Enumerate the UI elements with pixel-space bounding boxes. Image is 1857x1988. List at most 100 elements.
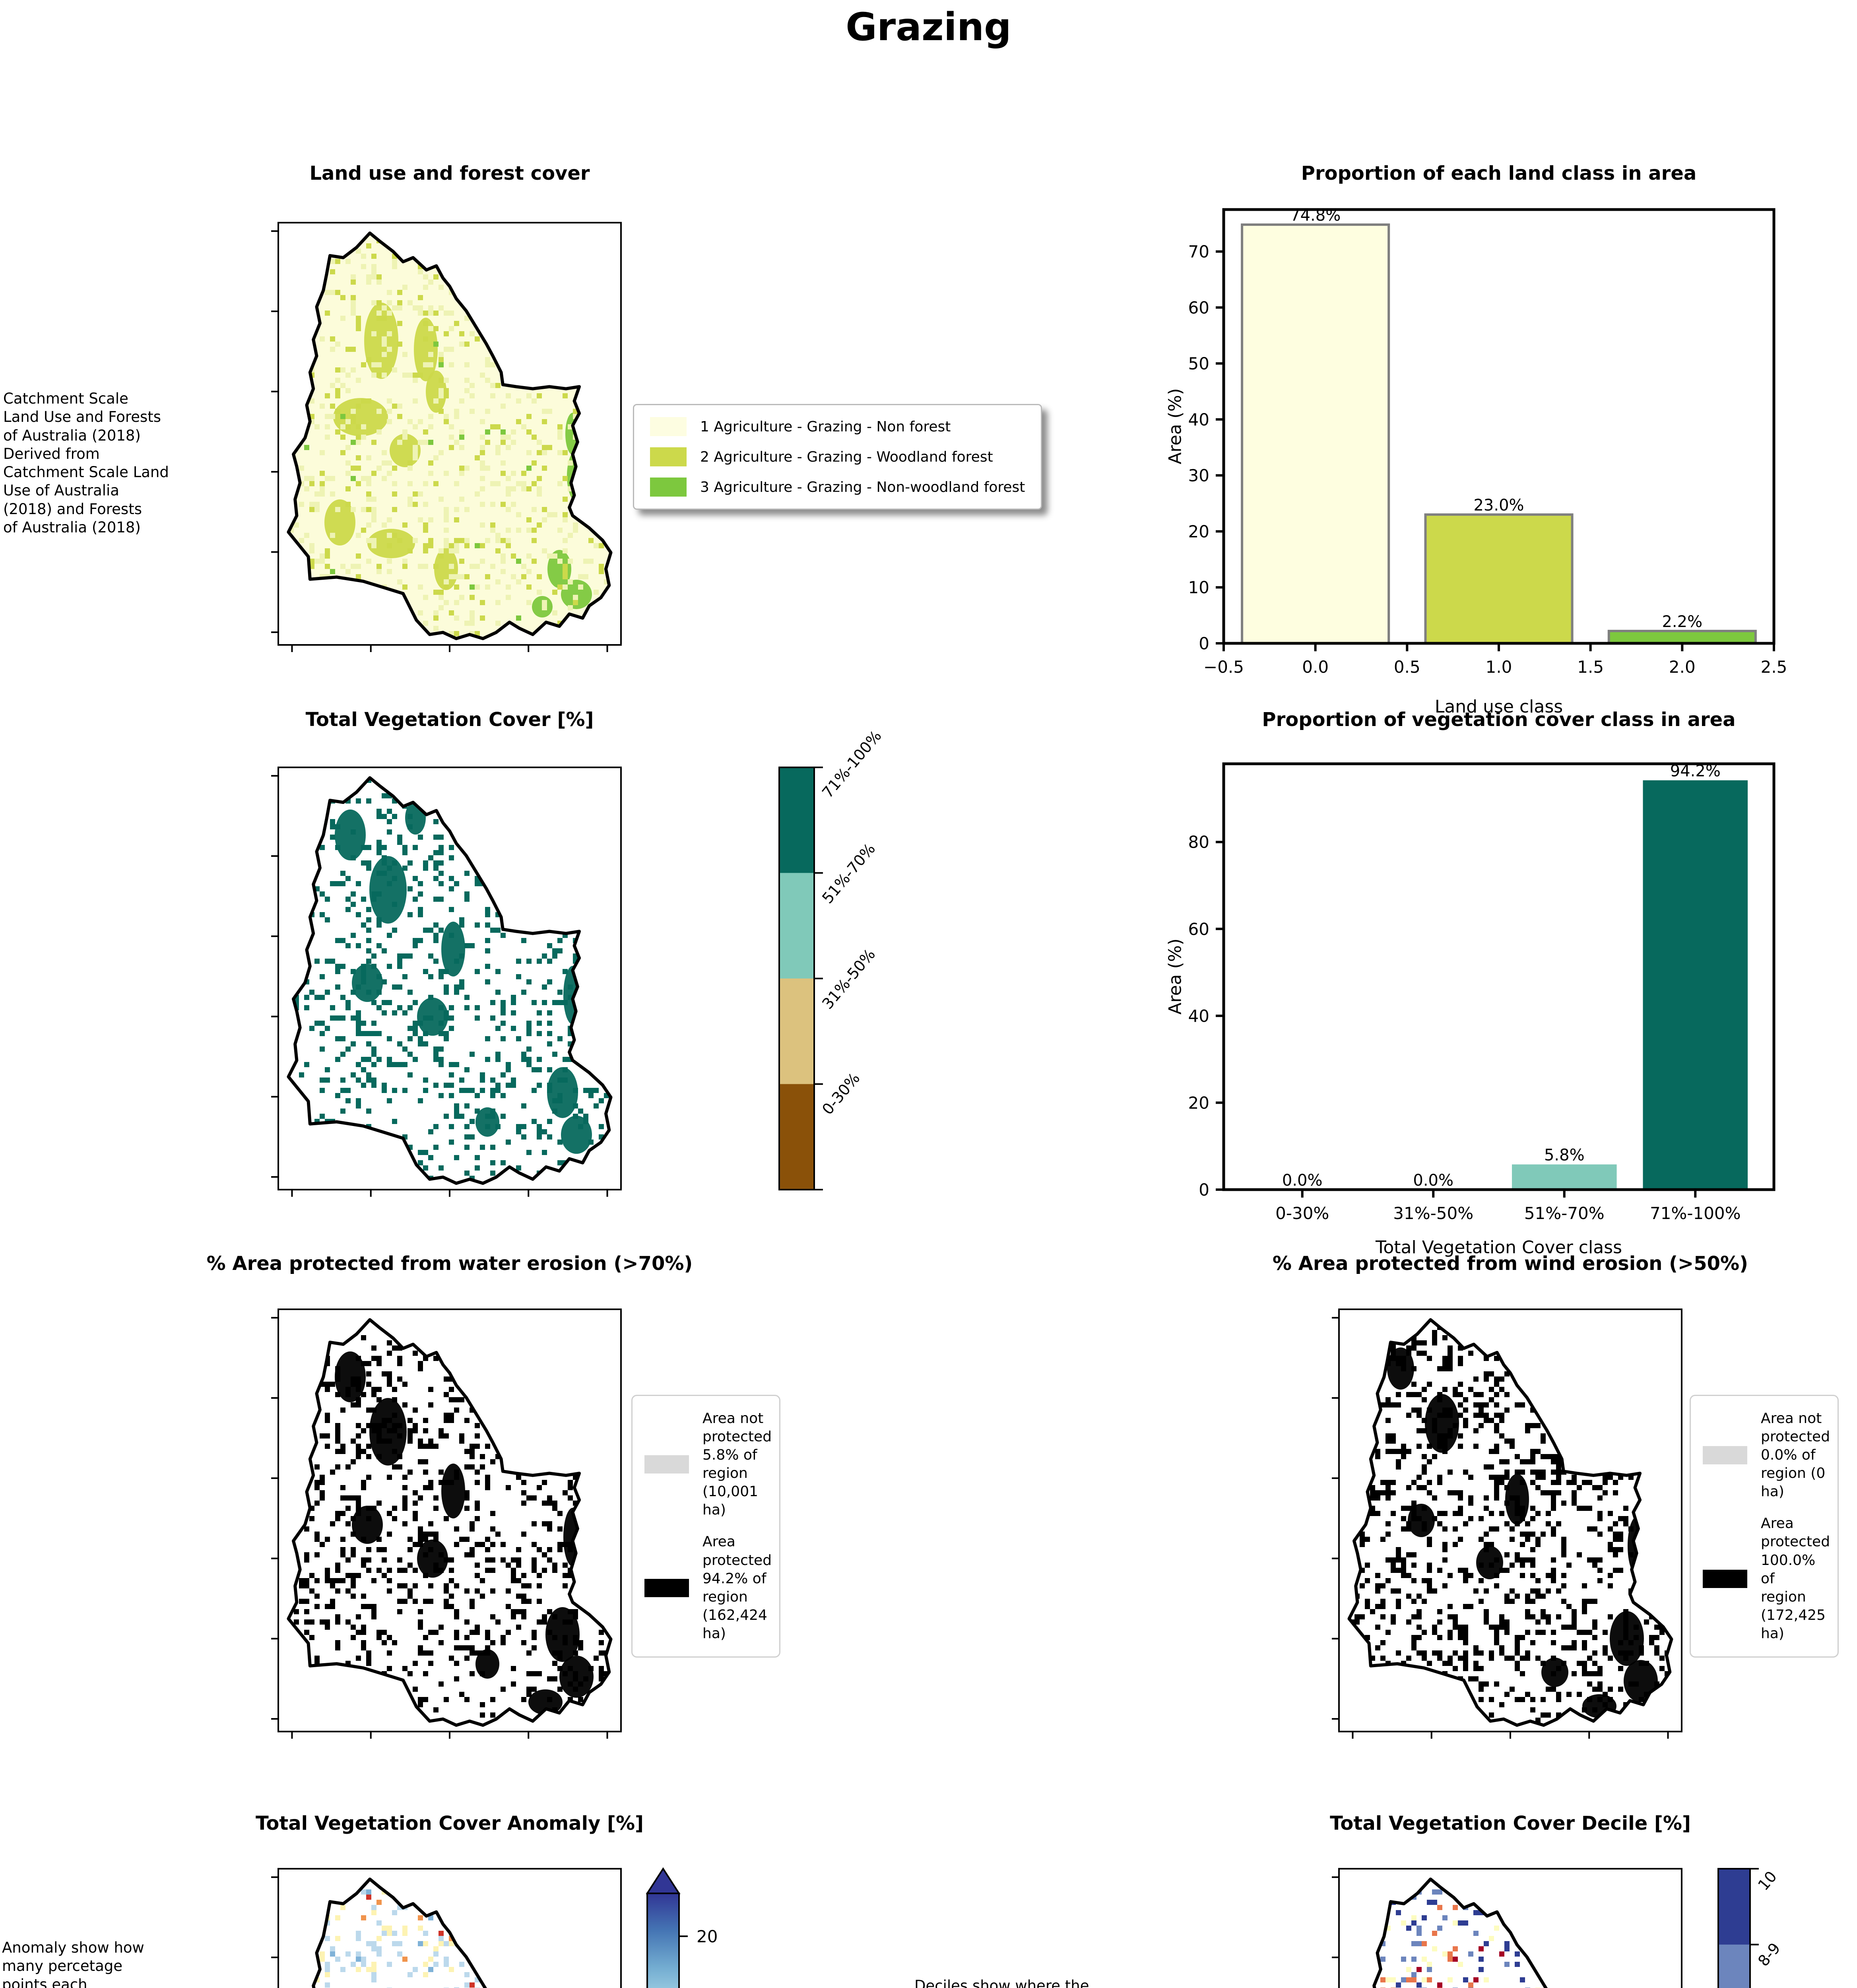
y-tick-label: 70 (1188, 242, 1209, 262)
legend-label: 1 Agriculture - Grazing - Non forest (700, 418, 951, 435)
protected-label: Area protected 94.2% of region (162,424 … (702, 1534, 772, 1642)
x-tick-label: 51%-70% (1524, 1204, 1605, 1223)
bar (1241, 223, 1390, 645)
colorbar-label: 10 (1754, 1868, 1780, 1894)
y-tick-label: 40 (1188, 410, 1209, 429)
x-tick-label: 31%-50% (1393, 1204, 1473, 1223)
axes-frame (1222, 762, 1776, 1191)
x-tick-label: 2.0 (1669, 657, 1696, 677)
water-erosion-legend: Area not protected 5.8% of region (10,00… (631, 1395, 780, 1658)
water-erosion-map (271, 1309, 622, 1739)
map-region-fill (1374, 1879, 1546, 1988)
wind-erosion-legend: Area not protected 0.0% of region (0 ha)… (1690, 1395, 1839, 1658)
x-tick-label: 0.0 (1302, 657, 1329, 677)
colorbar-label: 8-9 (1754, 1939, 1784, 1970)
legend-item: Area protected 94.2% of region (162,424 … (644, 1533, 772, 1642)
veg-cover-colorbar: 71%-100% 51%-70% 31%-50% 0-30% (778, 727, 885, 1190)
wind-erosion-map (1332, 1309, 1682, 1739)
map-pixels (1349, 1325, 1670, 1723)
veg-cover-map-title: Total Vegetation Cover [%] (305, 709, 594, 731)
x-tick-label: 71%-100% (1650, 1204, 1741, 1223)
land-use-map (271, 222, 622, 652)
y-axis-label: Area (%) (1165, 388, 1186, 464)
x-tick-label: 1.5 (1577, 657, 1604, 677)
water-erosion-map-title: % Area protected from water erosion (>70… (206, 1252, 693, 1275)
bar-value-label: 2.2% (1662, 613, 1702, 631)
map-pixels (289, 238, 609, 636)
y-tick-label: 40 (1188, 1006, 1209, 1026)
catchment-boundary (287, 776, 613, 1185)
x-axis-label: Total Vegetation Cover class (1375, 1237, 1622, 1258)
bar (1512, 1164, 1617, 1190)
legend-swatch-class3 (650, 478, 687, 497)
not-protected-swatch (1703, 1446, 1747, 1465)
x-tick-label: 2.5 (1761, 657, 1787, 677)
anomaly-note: Anomaly show how many percetage points e… (2, 1939, 144, 1988)
map-frame (277, 1868, 622, 1988)
y-tick-label: 30 (1188, 466, 1209, 485)
catchment-boundary (287, 1318, 613, 1727)
land-use-legend: 1 Agriculture - Grazing - Non forest 2 A… (633, 404, 1042, 510)
bar-value-label: 23.0% (1473, 496, 1524, 514)
veg-class-chart-title: Proportion of vegetation cover class in … (1262, 709, 1736, 731)
land-use-map-title: Land use and forest cover (309, 162, 590, 184)
catchment-boundary (1347, 1318, 1673, 1727)
colorbar-label: 31%-50% (819, 945, 879, 1012)
legend-item: Area not protected 5.8% of region (10,00… (644, 1409, 772, 1519)
bar-value-label: 0.0% (1282, 1171, 1323, 1190)
anomaly-map-title: Total Vegetation Cover Anomaly [%] (256, 1812, 644, 1835)
y-tick-label: 0 (1199, 634, 1209, 653)
veg-cover-map (271, 767, 622, 1197)
map-pixels (294, 778, 609, 1181)
wind-erosion-map-title: % Area protected from wind erosion (>50%… (1272, 1252, 1748, 1275)
map-frame (1338, 1868, 1682, 1988)
anomaly-colorbar: 20100−10−20 (646, 1867, 718, 1988)
map-region-fill (288, 1320, 611, 1726)
y-tick-label: 20 (1188, 1093, 1209, 1112)
legend-label: 2 Agriculture - Grazing - Woodland fores… (700, 448, 993, 465)
x-tick-label: 1.0 (1486, 657, 1512, 677)
y-tick-label: 60 (1188, 919, 1209, 939)
decile-map-title: Total Vegetation Cover Decile [%] (1330, 1812, 1691, 1835)
x-tick-label: 0-30% (1275, 1204, 1329, 1223)
x-axis-label: Land use class (1434, 697, 1563, 717)
not-protected-label: Area not protected 0.0% of region (0 ha) (1761, 1410, 1830, 1500)
bar-value-label: 5.8% (1544, 1146, 1585, 1165)
colorbar-label: 51%-70% (819, 840, 879, 907)
y-tick-label: 50 (1188, 354, 1209, 373)
legend-item: Area not protected 0.0% of region (0 ha) (1703, 1409, 1830, 1501)
y-tick-label: 10 (1188, 578, 1209, 597)
catchment-source-note: Catchment Scale Land Use and Forests of … (3, 390, 169, 536)
colorbar-label: 0-30% (819, 1070, 863, 1118)
not-protected-swatch (644, 1455, 689, 1474)
not-protected-label: Area not protected 5.8% of region (10,00… (702, 1410, 772, 1518)
x-tick-label: 0.5 (1394, 657, 1420, 677)
decile-note: Deciles show where the pixel value lies … (914, 1977, 1089, 1988)
y-axis-label: Area (%) (1165, 938, 1186, 1015)
legend-swatch-class2 (650, 447, 687, 466)
x-tick-label: −0.5 (1203, 657, 1244, 677)
page-title: Grazing (846, 5, 1011, 49)
legend-swatch-class1 (650, 417, 687, 436)
protected-label: Area protected 100.0% of region (172,425… (1761, 1515, 1830, 1642)
legend-item: Area protected 100.0% of region (172,425… (1703, 1514, 1830, 1643)
legend-item: 2 Agriculture - Grazing - Woodland fores… (650, 447, 1025, 466)
land-class-chart-title: Proportion of each land class in area (1301, 162, 1697, 184)
bar (1607, 630, 1757, 645)
decile-colorbar: 108-94-72-31 (1717, 1868, 1784, 1988)
protected-swatch (1703, 1569, 1747, 1588)
colorbar-label: 71%-100% (819, 727, 885, 802)
y-tick-label: 60 (1188, 298, 1209, 317)
y-tick-label: 0 (1199, 1180, 1209, 1200)
colorbar-tick-label: 20 (697, 1927, 718, 1946)
anomaly-map (271, 1868, 622, 1988)
bar-value-label: 0.0% (1413, 1171, 1453, 1190)
bar (1643, 780, 1748, 1190)
map-pixels (294, 1335, 609, 1718)
catchment-boundary (287, 231, 613, 641)
legend-label: 3 Agriculture - Grazing - Non-woodland f… (700, 479, 1025, 495)
protected-swatch (644, 1578, 689, 1597)
